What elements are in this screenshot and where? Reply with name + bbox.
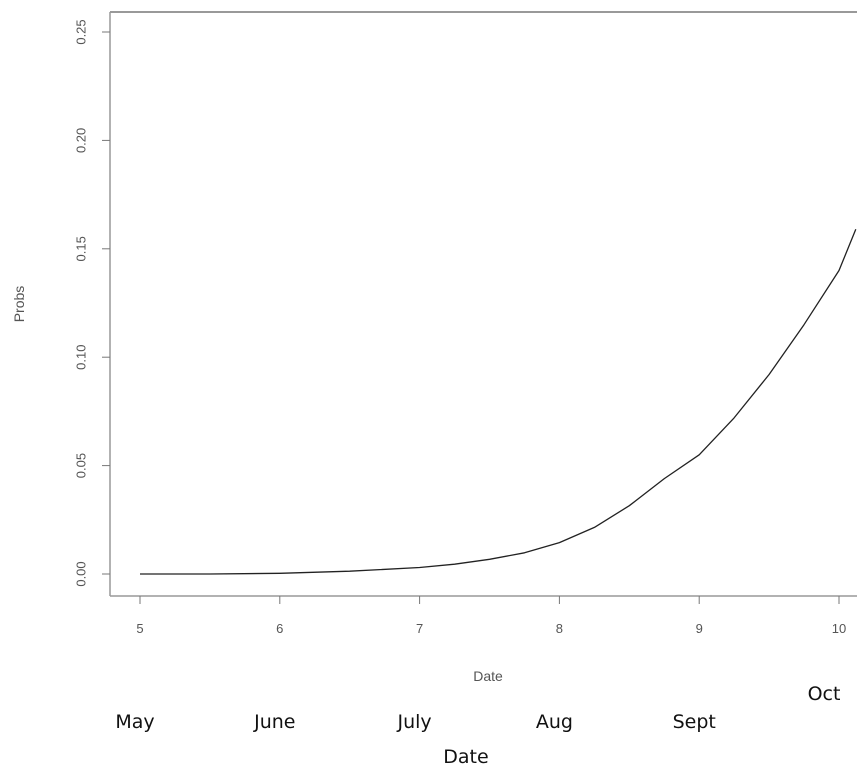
month-label-aug: Aug — [536, 711, 573, 733]
secondary-x-axis-title: Date — [443, 746, 488, 768]
month-label-june: June — [253, 711, 295, 733]
x-tick-label: 6 — [276, 621, 283, 636]
y-tick-label: 0.05 — [73, 453, 88, 478]
x-tick-label: 7 — [416, 621, 423, 636]
y-tick-label: 0.25 — [73, 19, 88, 44]
month-label-may: May — [115, 711, 154, 733]
x-tick-label: 8 — [556, 621, 563, 636]
y-tick-label: 0.10 — [73, 345, 88, 370]
plot-frame — [109, 11, 857, 597]
x-axis-title: Date — [473, 668, 503, 684]
y-tick-label: 0.15 — [73, 236, 88, 261]
month-label-sept: Sept — [673, 711, 716, 733]
y-tick-label: 0.00 — [73, 561, 88, 586]
series-line — [140, 229, 857, 575]
series-layer — [140, 229, 857, 575]
y-tick-label: 0.20 — [73, 128, 88, 153]
x-tick-label: 5 — [136, 621, 143, 636]
x-tick-label: 10 — [832, 621, 846, 636]
month-label-july: July — [397, 711, 432, 733]
x-axis: 5 6 7 8 9 10 — [136, 596, 846, 636]
month-labels: May June July Aug Sept Oct — [115, 683, 840, 733]
x-tick-label: 9 — [696, 621, 703, 636]
y-axis: 0.00 0.05 0.10 0.15 0.20 0.25 — [73, 19, 110, 587]
month-label-oct: Oct — [808, 683, 841, 705]
y-axis-title: Probs — [11, 286, 27, 323]
